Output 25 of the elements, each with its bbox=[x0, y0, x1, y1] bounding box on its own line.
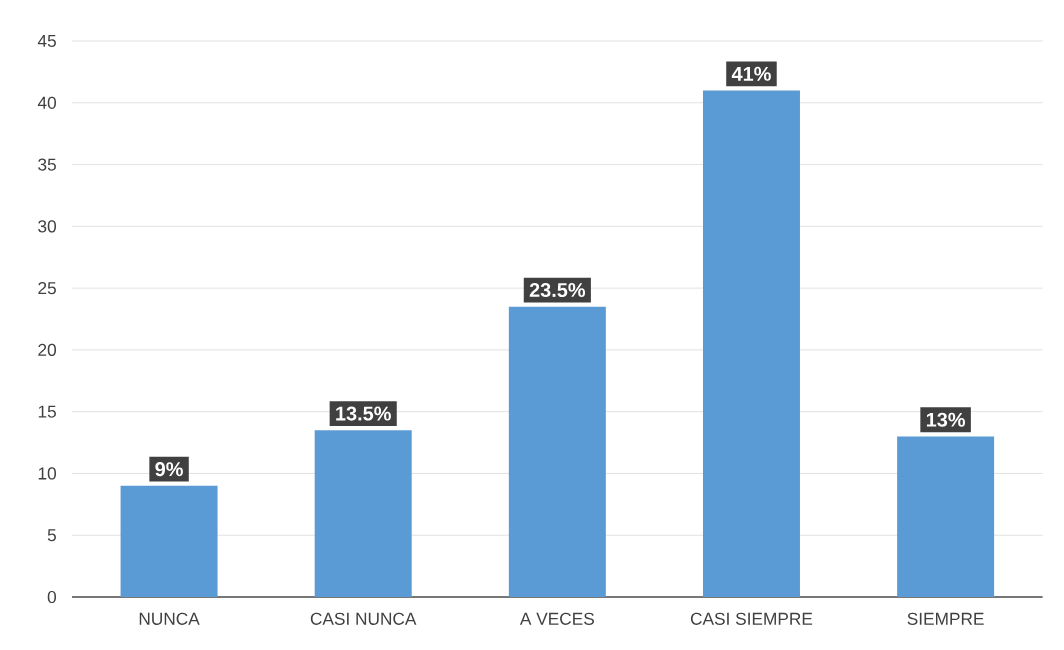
y-tick-label: 45 bbox=[37, 34, 56, 48]
y-tick-label: 30 bbox=[38, 220, 57, 233]
data-label: 23.5% bbox=[529, 282, 586, 298]
y-tick-label: 5 bbox=[47, 529, 56, 542]
data-label: 13% bbox=[926, 412, 966, 427]
bar bbox=[897, 436, 995, 597]
y-tick-label: 25 bbox=[38, 281, 56, 295]
bar bbox=[120, 485, 218, 597]
x-tick-label: CASI NUNCA bbox=[310, 612, 417, 625]
data-label: 13.5% bbox=[336, 406, 391, 421]
y-tick-label: 0 bbox=[47, 590, 57, 604]
y-tick-label: 15 bbox=[38, 405, 56, 418]
x-tick-label: CASI SIEMPRE bbox=[690, 612, 813, 625]
x-tick-label: A VECES bbox=[519, 612, 594, 625]
y-tick-label: 10 bbox=[38, 467, 57, 480]
bar bbox=[508, 306, 606, 597]
y-tick-label: 20 bbox=[38, 343, 57, 356]
y-tick-label: 40 bbox=[37, 96, 57, 109]
y-tick-label: 35 bbox=[38, 158, 56, 171]
x-tick-label: SIEMPRE bbox=[907, 612, 984, 625]
x-tick-label: NUNCA bbox=[139, 612, 200, 625]
data-label: 9% bbox=[155, 462, 183, 477]
bar bbox=[314, 430, 412, 597]
bar bbox=[702, 90, 800, 597]
data-label: 41% bbox=[731, 66, 771, 81]
